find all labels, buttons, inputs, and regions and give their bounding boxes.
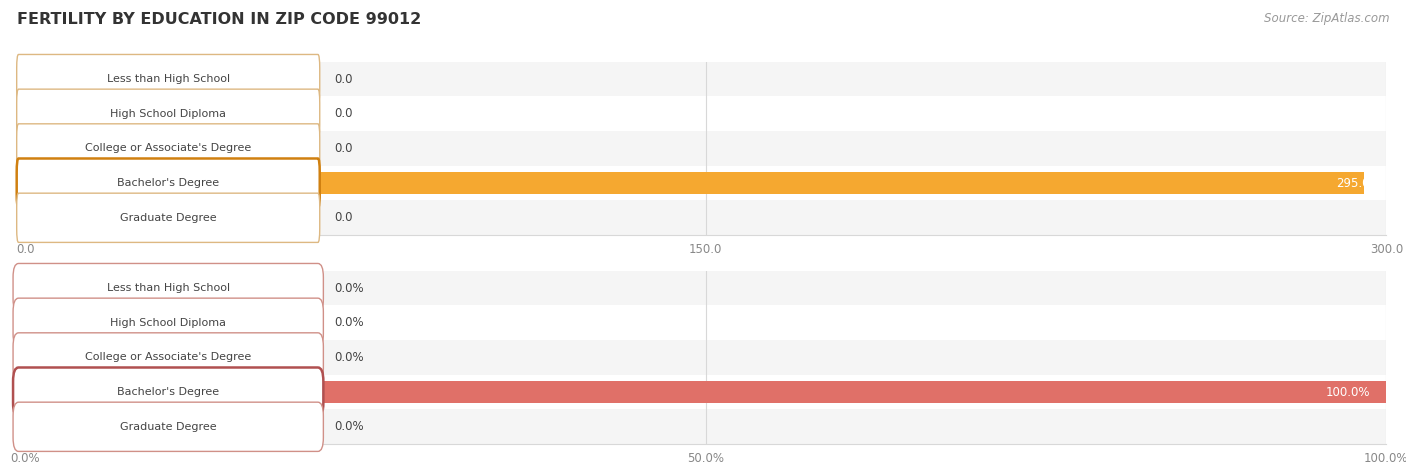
Bar xyxy=(25,340,1386,375)
Text: 0.0%: 0.0% xyxy=(335,351,364,364)
Bar xyxy=(25,166,1386,200)
Text: FERTILITY BY EDUCATION IN ZIP CODE 99012: FERTILITY BY EDUCATION IN ZIP CODE 99012 xyxy=(17,12,422,27)
Text: Bachelor's Degree: Bachelor's Degree xyxy=(117,178,219,188)
Text: 0.0: 0.0 xyxy=(335,211,353,224)
FancyBboxPatch shape xyxy=(17,193,319,242)
Text: 0.0%: 0.0% xyxy=(335,282,364,294)
Bar xyxy=(25,62,1386,96)
FancyBboxPatch shape xyxy=(13,368,323,417)
FancyBboxPatch shape xyxy=(17,124,319,173)
Bar xyxy=(25,375,1386,409)
Text: 0.0%: 0.0% xyxy=(335,420,364,433)
Text: Bachelor's Degree: Bachelor's Degree xyxy=(117,387,219,397)
FancyBboxPatch shape xyxy=(17,89,319,138)
Text: 0.0: 0.0 xyxy=(335,142,353,155)
Text: Less than High School: Less than High School xyxy=(107,74,229,84)
Bar xyxy=(25,381,1386,403)
FancyBboxPatch shape xyxy=(17,159,319,208)
FancyBboxPatch shape xyxy=(13,402,323,451)
Text: 0.0: 0.0 xyxy=(335,73,353,86)
Text: Graduate Degree: Graduate Degree xyxy=(120,213,217,223)
Text: College or Associate's Degree: College or Associate's Degree xyxy=(86,352,252,362)
FancyBboxPatch shape xyxy=(13,264,323,313)
Text: High School Diploma: High School Diploma xyxy=(110,318,226,328)
Bar xyxy=(25,409,1386,444)
Text: 100.0%: 100.0% xyxy=(1326,386,1369,399)
Text: High School Diploma: High School Diploma xyxy=(110,109,226,119)
Text: Graduate Degree: Graduate Degree xyxy=(120,422,217,432)
Bar xyxy=(25,131,1386,166)
Bar xyxy=(25,305,1386,340)
FancyBboxPatch shape xyxy=(13,333,323,382)
Text: 0.0: 0.0 xyxy=(335,107,353,120)
FancyBboxPatch shape xyxy=(13,298,323,347)
Bar xyxy=(25,96,1386,131)
FancyBboxPatch shape xyxy=(17,55,319,104)
Text: Less than High School: Less than High School xyxy=(107,283,229,293)
Text: 0.0%: 0.0% xyxy=(335,316,364,329)
Text: College or Associate's Degree: College or Associate's Degree xyxy=(86,143,252,153)
Text: 295.0: 295.0 xyxy=(1337,177,1369,190)
Text: Source: ZipAtlas.com: Source: ZipAtlas.com xyxy=(1264,12,1389,25)
Bar xyxy=(25,200,1386,235)
Bar xyxy=(25,172,1364,194)
Bar xyxy=(25,271,1386,305)
